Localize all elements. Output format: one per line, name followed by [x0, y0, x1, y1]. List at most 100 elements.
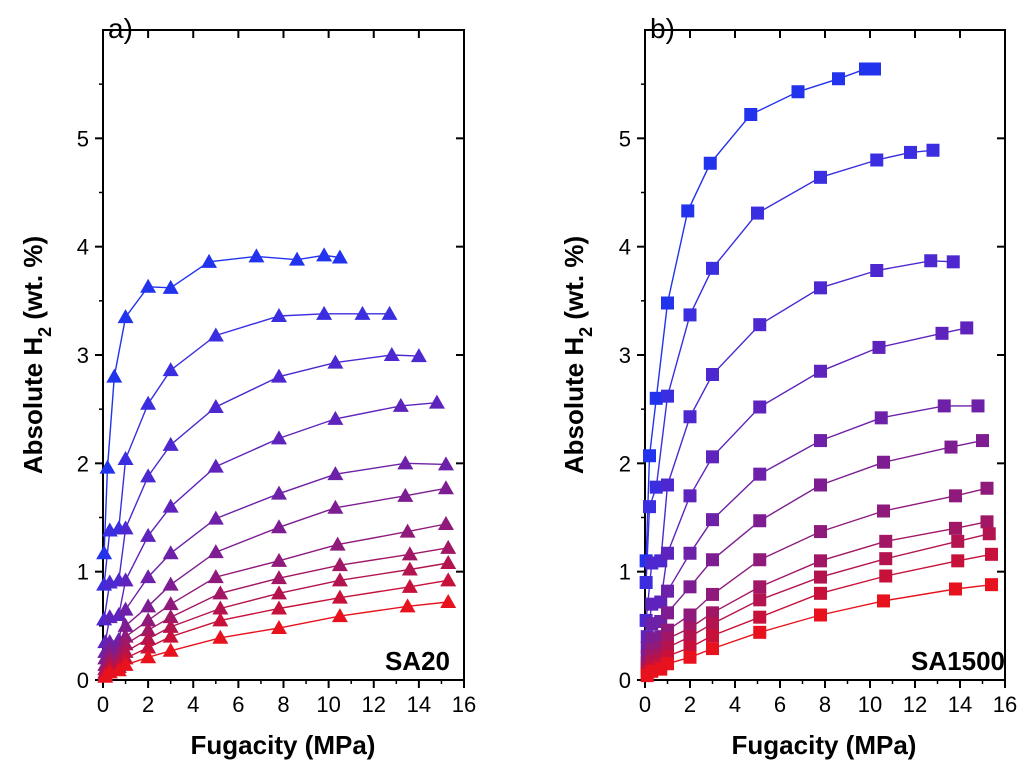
data-point [270, 485, 287, 500]
data-point [814, 525, 827, 539]
data-point [401, 578, 418, 593]
data-point [327, 410, 344, 425]
y-tick-label: 5 [77, 126, 89, 151]
data-point [753, 318, 767, 332]
data-point [162, 436, 179, 451]
data-point [440, 594, 457, 608]
data-point [117, 451, 134, 465]
data-point [980, 481, 994, 495]
data-point [661, 657, 674, 671]
data-point [96, 545, 113, 560]
data-point [706, 368, 719, 381]
data-point [117, 636, 134, 651]
x-axis-title: Fugacity (MPa) [191, 730, 376, 760]
data-point [117, 601, 134, 616]
data-point [207, 569, 224, 584]
y-axis-title: Absolute H2 (wt. %) [559, 236, 596, 474]
data-point [270, 552, 287, 567]
data-point [661, 546, 674, 560]
data-point [980, 515, 994, 529]
data-point [753, 593, 767, 607]
data-point [706, 261, 719, 275]
data-point [401, 561, 418, 576]
data-point [753, 580, 767, 594]
data-point [946, 255, 960, 269]
data-point [683, 546, 697, 560]
data-point [331, 557, 348, 572]
x-tick-label: 14 [948, 692, 972, 717]
data-point [106, 368, 123, 383]
panel-b: b) Absolute H2 (wt. %) Fugacity (MPa) SA… [559, 13, 1017, 760]
data-point [316, 305, 333, 320]
data-point [814, 281, 827, 295]
data-point [140, 395, 157, 410]
data-point [814, 554, 827, 568]
y-tick-label: 4 [77, 235, 89, 260]
x-tick-label: 8 [819, 692, 831, 717]
data-point [791, 85, 805, 99]
data-point [661, 606, 674, 620]
x-tick-label: 16 [452, 692, 476, 717]
panel-a: a) Absolute H2 (wt. %) Fugacity (MPa) SA… [18, 13, 476, 760]
x-tick-label: 6 [774, 692, 786, 717]
x-tick-label: 10 [858, 692, 882, 717]
data-point [99, 459, 116, 474]
x-tick-label: 2 [684, 692, 696, 717]
data-point [706, 606, 719, 620]
data-point [683, 580, 697, 594]
data-point [879, 534, 893, 548]
data-point [706, 642, 719, 656]
data-point [140, 598, 157, 613]
data-point [162, 279, 179, 294]
data-point [212, 585, 229, 600]
data-point [162, 596, 179, 611]
series-line-4 [104, 402, 437, 643]
data-point [985, 578, 998, 592]
data-point [207, 327, 224, 342]
data-point [814, 586, 827, 600]
data-point [661, 478, 674, 492]
x-tick-label: 12 [362, 692, 386, 717]
y-tick-label: 1 [77, 560, 89, 585]
data-point [744, 108, 758, 121]
data-point [140, 622, 157, 637]
x-tick-label: 12 [903, 692, 927, 717]
data-point [877, 594, 890, 608]
data-point [270, 368, 287, 383]
data-point [440, 539, 457, 554]
data-point [270, 585, 287, 600]
data-point [832, 72, 845, 86]
data-point [661, 389, 674, 403]
data-point [399, 598, 416, 613]
data-point [649, 391, 663, 405]
data-point [201, 253, 218, 268]
data-point [383, 347, 400, 361]
data-point [410, 348, 427, 363]
data-point [661, 584, 674, 598]
data-point [877, 504, 890, 518]
data-point [316, 247, 333, 262]
x-tick-label: 10 [316, 692, 340, 717]
data-point [437, 456, 454, 471]
data-point [753, 467, 767, 481]
data-point [649, 480, 663, 494]
data-point [949, 489, 962, 503]
data-point [397, 455, 414, 470]
x-tick-label: 16 [993, 692, 1017, 717]
x-tick-label: 0 [97, 692, 109, 717]
data-point [872, 340, 886, 354]
data-point [140, 527, 157, 542]
data-point [437, 480, 454, 495]
sample-label: SA20 [385, 646, 450, 676]
data-point [937, 399, 951, 413]
data-point [753, 610, 767, 624]
data-point [924, 254, 938, 268]
data-point [354, 305, 371, 320]
data-point [207, 544, 224, 559]
data-point [270, 570, 287, 585]
data-point [874, 411, 888, 425]
data-point [140, 612, 157, 627]
y-tick-label: 3 [619, 343, 631, 368]
data-point [879, 569, 893, 583]
data-point [331, 572, 348, 587]
